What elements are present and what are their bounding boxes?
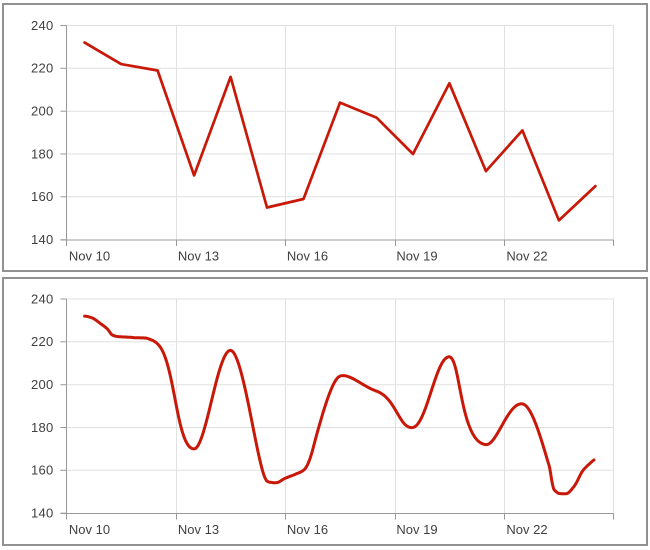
svg-text:240: 240 [31,18,53,33]
svg-text:Nov 13: Nov 13 [178,522,219,537]
svg-text:Nov 22: Nov 22 [506,522,547,537]
svg-text:200: 200 [31,377,53,392]
svg-text:Nov 16: Nov 16 [287,522,328,537]
svg-text:220: 220 [31,61,53,76]
svg-text:Nov 13: Nov 13 [178,248,219,263]
svg-text:160: 160 [31,463,53,478]
svg-text:Nov 19: Nov 19 [396,248,437,263]
svg-text:200: 200 [31,104,53,119]
svg-text:220: 220 [31,334,53,349]
svg-text:240: 240 [31,291,53,306]
svg-text:140: 140 [31,506,53,521]
svg-text:Nov 19: Nov 19 [396,522,437,537]
svg-text:140: 140 [31,232,53,247]
svg-text:160: 160 [31,189,53,204]
svg-text:180: 180 [31,146,53,161]
svg-text:180: 180 [31,420,53,435]
svg-text:Nov 22: Nov 22 [506,248,547,263]
svg-text:Nov 10: Nov 10 [69,248,110,263]
svg-text:Nov 10: Nov 10 [69,522,110,537]
svg-text:Nov 16: Nov 16 [287,248,328,263]
